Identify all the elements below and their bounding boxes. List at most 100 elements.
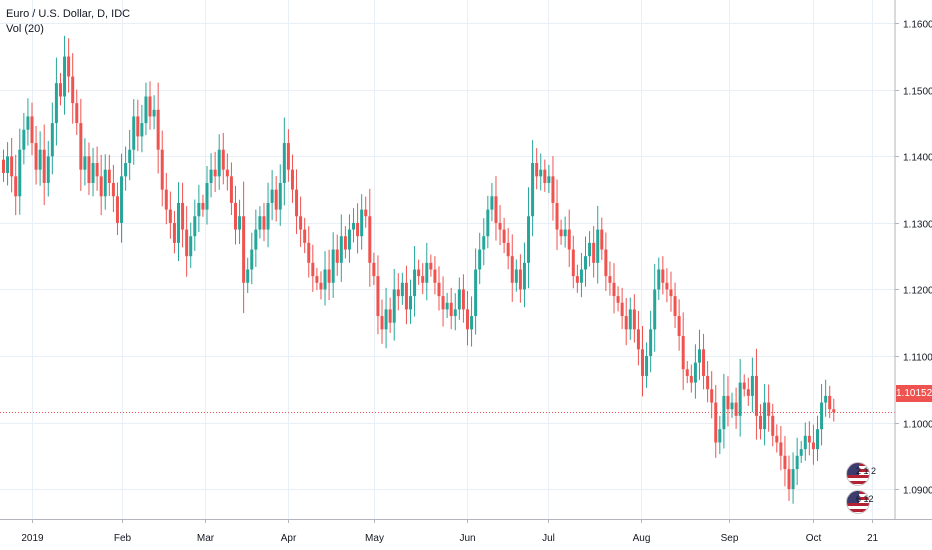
candle-down [783, 455, 787, 470]
candle-down [58, 83, 62, 97]
candle-down [148, 96, 152, 117]
x-tick-label: Feb [114, 533, 132, 544]
candle-down [34, 143, 38, 170]
candle-down [315, 276, 319, 283]
candle-down [307, 242, 311, 263]
y-tick-label: 1.15000 [903, 87, 932, 98]
candle-up [258, 216, 262, 230]
x-tick-label: Mar [197, 533, 215, 544]
candle-down [42, 149, 46, 183]
y-tick-label: 1.14000 [903, 153, 932, 164]
candle-up [799, 449, 803, 456]
candle-down [87, 156, 91, 183]
candle-up [816, 429, 819, 450]
candle-up [718, 429, 722, 443]
candle-down [221, 149, 225, 170]
candle-down [616, 296, 620, 303]
candle-down [107, 169, 111, 183]
us-flag-icon[interactable] [846, 462, 870, 486]
candle-down [10, 156, 14, 177]
candle-up [722, 395, 726, 430]
candle-up [177, 202, 181, 243]
candle-up [392, 289, 396, 323]
candle-down [262, 216, 266, 230]
y-tick-label: 1.11000 [903, 353, 932, 364]
candle-down [388, 309, 392, 323]
x-axis-ticks: 2019 Feb Mar Apr May Jun Jul Aug Sep Oct 21 [21, 519, 878, 544]
candle-down [30, 116, 34, 144]
candle-down [775, 435, 779, 443]
candle-down [494, 196, 498, 223]
candle-down [518, 269, 522, 290]
candle-up [50, 123, 54, 157]
candle-up [522, 262, 526, 290]
candle-down [759, 415, 763, 430]
candle-down [636, 329, 640, 350]
candle-up [120, 176, 124, 223]
candle-up [54, 83, 58, 124]
candle-up [270, 189, 274, 203]
candle-down [734, 402, 738, 416]
symbol-title[interactable]: Euro / U.S. Dollar, D, IDC [6, 8, 131, 20]
candle-up [132, 116, 136, 150]
candle-up [63, 56, 67, 97]
candle-up [22, 129, 26, 150]
candle-up [795, 455, 799, 470]
candle-down [376, 276, 380, 317]
candle-down [498, 222, 502, 230]
candle-down [543, 169, 547, 183]
candle-down [404, 282, 408, 310]
candle-down [319, 282, 323, 290]
candle-up [193, 216, 197, 237]
candle-up [693, 362, 697, 383]
candle-down [417, 269, 421, 277]
candle-down [299, 216, 303, 230]
y-tick-label: 1.12000 [903, 286, 932, 297]
candle-down [79, 123, 83, 170]
candle-up [217, 149, 221, 177]
candle-down [787, 469, 791, 490]
candle-down [567, 229, 571, 250]
candle-up [470, 316, 474, 330]
flag-canton [847, 463, 859, 475]
candle-up [140, 123, 144, 137]
us-flag-icon[interactable] [846, 490, 870, 514]
candle-up [657, 269, 661, 290]
candle-up [323, 269, 327, 290]
y-tick-label: 1.09000 [903, 486, 932, 497]
volume-indicator-label[interactable]: Vol (20) [6, 23, 44, 35]
candles [2, 35, 836, 504]
candle-down [327, 269, 331, 283]
candle-up [791, 469, 795, 490]
candle-down [706, 375, 710, 390]
last-price-badge: 1.10152 [896, 385, 932, 402]
candle-up [197, 202, 201, 217]
candle-down [75, 103, 79, 124]
candle-down [555, 202, 559, 230]
event-marker-text: 2 1 2 [856, 466, 877, 476]
x-tick-label: Oct [806, 533, 822, 544]
y-tick-label: 1.10000 [903, 420, 932, 431]
candle-up [563, 229, 567, 237]
candle-up [246, 269, 250, 283]
candle-down [677, 316, 681, 337]
candle-down [465, 309, 469, 330]
candle-up [83, 156, 87, 170]
candle-down [136, 116, 140, 137]
candle-up [250, 249, 254, 270]
candle-up [697, 349, 701, 363]
candle-down [364, 209, 368, 217]
candle-up [514, 269, 518, 283]
grid-layer [0, 0, 895, 519]
candle-up [820, 402, 824, 430]
candle-up [46, 156, 50, 183]
candle-down [95, 163, 99, 177]
candle-down [14, 176, 18, 197]
candle-up [579, 269, 583, 283]
candle-down [356, 222, 360, 237]
candle-down [461, 289, 465, 310]
candle-down [502, 229, 506, 243]
candle-down [99, 176, 103, 197]
candle-down [828, 395, 832, 410]
